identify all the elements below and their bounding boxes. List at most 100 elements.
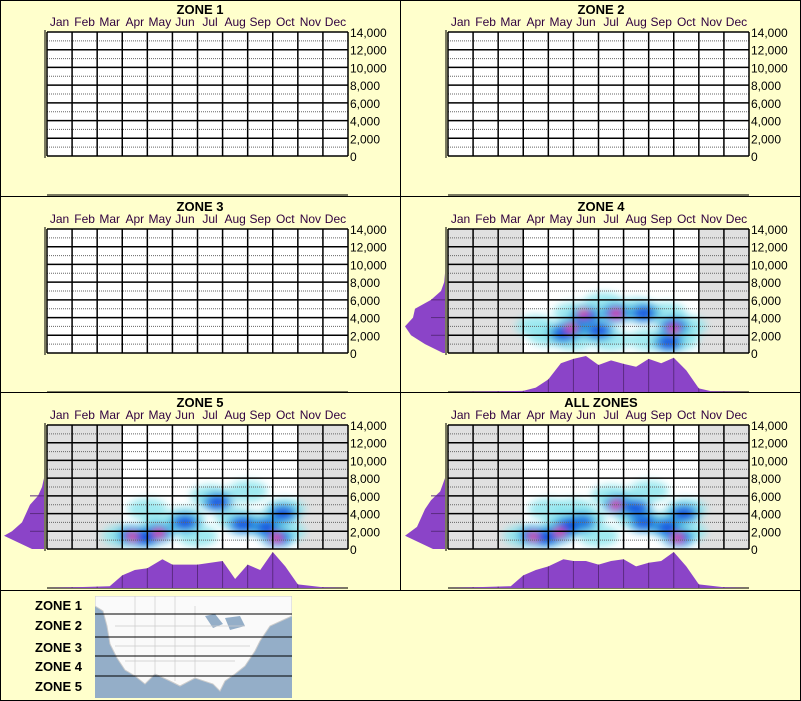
month-tick-label: Jul [603,408,618,422]
month-tick-label: Jul [202,15,217,29]
y-tick-label: 14,000 [350,419,387,433]
month-tick-label: May [550,408,573,422]
y-tick-label: 12,000 [350,44,387,58]
y-tick-label: 4,000 [751,508,781,522]
month-column [72,425,98,549]
month-tick-label: Jun [175,408,194,422]
month-tick-label: Apr [526,15,545,29]
month-tick-label: May [149,15,172,29]
chart-svg: ZONE 1 Jan Feb Mar Apr May Jun Jul Aug Sep Oct Nov D… [44,2,387,196]
panel-all-zones: ALL ZONES Jan Feb Mar Apr May Jun Jul Aug Sep Oct N… [401,393,801,589]
y-tick-label: 12,000 [350,437,387,451]
y-tick-label: 6,000 [751,294,781,308]
y-tick-label: 8,000 [350,472,380,486]
zone-label: ZONE 1 [35,598,82,613]
month-tick-label: Jul [202,408,217,422]
month-tick-label: Nov [701,212,722,226]
y-tick-label: 6,000 [350,294,380,308]
y-tick-label: 0 [350,543,357,557]
y-tick-label: 10,000 [751,454,788,468]
y-tick-label: 10,000 [350,258,387,272]
month-tick-label: Sep [250,15,272,29]
zone-label: ZONE 4 [35,659,82,674]
month-column [473,32,499,156]
chart-svg: ZONE 3 Jan Feb Mar Apr May Jun Jul Aug Sep Oct Nov D… [44,199,387,393]
chart-svg: ZONE 2 Jan Feb Mar Apr May Jun Jul Aug Sep Oct Nov D… [445,2,788,196]
y-tick-label: 6,000 [751,97,781,111]
month-tick-label: Jul [202,212,217,226]
month-tick-label: Mar [500,15,521,29]
month-tick-label: Dec [726,408,747,422]
chart-svg: ZONE 4 Jan Feb Mar Apr May Jun Jul Aug Sep Oct Nov D… [405,199,788,393]
zone-label: ZONE 5 [35,679,82,694]
month-tick-label: Jan [451,212,470,226]
month-tick-label: Apr [125,212,144,226]
month-tick-label: Feb [475,408,496,422]
heatmap-hotspot [578,309,589,318]
y-tick-label: 2,000 [350,329,380,343]
month-tick-label: Apr [125,15,144,29]
y-tick-label: 8,000 [350,79,380,93]
y-tick-label: 14,000 [751,223,788,237]
heatmap-hotspot [254,519,277,534]
panel-zone-4: ZONE 4 Jan Feb Mar Apr May Jun Jul Aug Sep Oct Nov D… [401,197,801,393]
month-tick-label: Nov [300,408,321,422]
zone-label: ZONE 3 [35,640,82,655]
zone-label: ZONE 2 [35,618,82,633]
month-tick-label: Jul [603,212,618,226]
month-tick-label: Jul [603,15,618,29]
y-tick-label: 14,000 [751,26,788,40]
y-tick-label: 14,000 [751,419,788,433]
month-tick-label: Dec [726,15,747,29]
heatmap-hotspot [534,530,557,545]
month-column [297,32,323,156]
chart-title: ZONE 4 [578,199,626,214]
month-tick-label: Feb [74,408,95,422]
month-tick-label: Dec [726,212,747,226]
month-tick-label: Aug [224,212,245,226]
month-tick-label: Sep [250,212,272,226]
month-tick-label: Oct [276,408,295,422]
month-tick-label: Mar [99,408,120,422]
month-tick-label: Oct [276,15,295,29]
y-tick-label: 8,000 [751,276,781,290]
month-tick-label: Sep [651,408,673,422]
month-tick-label: Jun [175,212,194,226]
month-tick-label: Oct [677,408,696,422]
chart-title: ALL ZONES [564,395,638,410]
heatmap-hotspot [515,315,556,338]
month-tick-label: Jun [175,15,194,29]
month-tick-label: Mar [99,15,120,29]
month-tick-label: Aug [625,15,646,29]
month-column [297,229,323,353]
month-tick-label: Sep [250,408,272,422]
heatmap-hotspot [127,532,138,541]
heatmap-hotspot [271,533,282,542]
month-tick-label: Nov [701,408,722,422]
month-tick-label: Jan [50,212,69,226]
y-tick-label: 14,000 [350,26,387,40]
y-tick-label: 12,000 [751,437,788,451]
heatmap-hotspot [133,530,156,545]
heatmap-hotspot [173,515,196,530]
month-tick-label: Jan [50,15,69,29]
month-tick-label: Mar [500,212,521,226]
y-tick-label: 6,000 [751,490,781,504]
y-tick-label: 4,000 [751,115,781,129]
month-tick-label: May [550,15,573,29]
y-tick-label: 4,000 [350,312,380,326]
month-tick-label: Feb [74,15,95,29]
month-tick-label: May [550,212,573,226]
month-tick-label: Nov [701,15,722,29]
chart-title: ZONE 5 [177,395,224,410]
y-tick-label: 0 [350,150,357,164]
chart-title: ZONE 1 [177,2,224,17]
month-tick-label: Nov [300,212,321,226]
chart-title: ZONE 3 [177,199,224,214]
y-tick-label: 10,000 [350,61,387,75]
y-tick-label: 2,000 [350,525,380,539]
divider [400,0,401,590]
month-tick-label: Aug [625,408,646,422]
month-tick-label: Mar [500,408,521,422]
y-tick-label: 0 [751,347,758,361]
